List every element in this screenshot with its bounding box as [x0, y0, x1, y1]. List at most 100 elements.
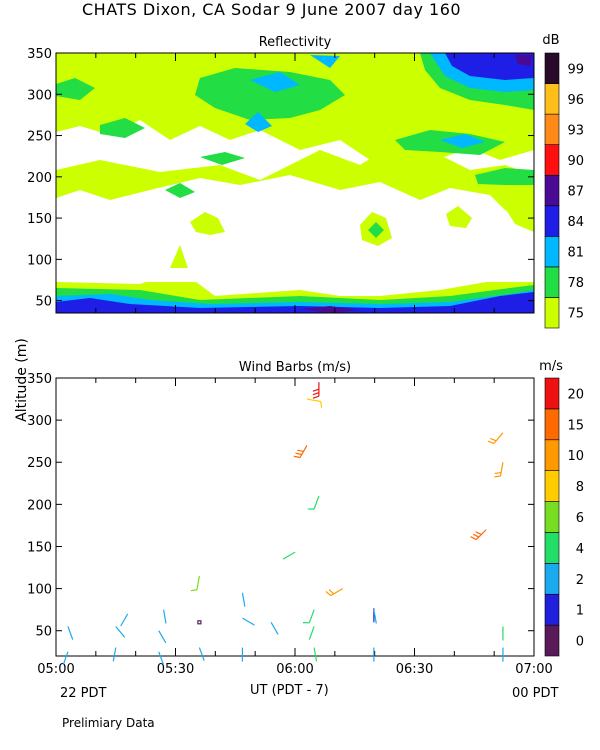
- wind-barb: [112, 647, 117, 662]
- wind-barb: [158, 651, 165, 666]
- wind-barb: [312, 382, 320, 399]
- refl-75-blob-c: [446, 206, 472, 228]
- wind-barb-feather: [490, 437, 497, 442]
- wind-barb: [313, 647, 318, 662]
- wind-barb: [487, 432, 504, 445]
- refl-81-b: [245, 112, 272, 132]
- wind-colorbar: m/s 0 1 2 4 6 8 10 15 20: [539, 359, 584, 657]
- colorbar-label: 96: [567, 93, 584, 108]
- x-left-sublabel: 22 PDT: [60, 686, 107, 701]
- wind-barb-staff: [373, 609, 377, 624]
- refl-87-a: [515, 55, 532, 66]
- colorbar-label: 81: [567, 246, 584, 261]
- refl-75-blob-d: [500, 196, 534, 232]
- xtick-label: 06:00: [276, 662, 313, 677]
- wind-barb-staff: [493, 432, 504, 444]
- colorbar-swatch: [544, 593, 560, 626]
- wind-barb-staff: [242, 617, 255, 626]
- ytick-label: 150: [27, 540, 52, 555]
- wind-barb-feather: [472, 533, 480, 538]
- colorbar-swatch: [544, 205, 560, 237]
- wind-barb: [494, 462, 504, 478]
- y-axis-label: Altitude (m): [13, 338, 30, 422]
- refl-75-mid: [56, 140, 534, 228]
- refl-75-blob-a: [190, 212, 225, 235]
- colorbar-label: 8: [576, 480, 584, 495]
- wind-barb-staff: [330, 588, 344, 597]
- wind-barb-staff: [241, 592, 246, 607]
- colorbar-label: 84: [567, 215, 584, 230]
- ytick-label: 250: [27, 130, 52, 145]
- wind-barb-feather: [494, 471, 502, 475]
- colorbar-swatch: [544, 236, 560, 268]
- ytick-label: 50: [35, 625, 52, 640]
- wind-colorbar-swatches: 0 1 2 4 6 8 10 15 20: [544, 377, 584, 657]
- ytick-label: 100: [27, 253, 52, 268]
- colorbar-label: 87: [567, 185, 584, 200]
- ytick-label: 250: [27, 456, 52, 471]
- xtick-label: 05:00: [37, 662, 74, 677]
- wind-barb-staff: [112, 647, 117, 662]
- wind-barb-staff: [313, 647, 318, 662]
- colorbar-label: 78: [567, 276, 584, 291]
- reflectivity-colorbar-swatches: 75 78 81 84 87 90 93 96 99: [544, 52, 584, 329]
- refl-75-spike: [170, 245, 188, 268]
- wind-barb-feather: [190, 589, 198, 592]
- colorbar-swatch: [544, 83, 560, 115]
- wind-barb: [308, 626, 315, 640]
- x-right-sublabel: 00 PDT: [512, 686, 559, 701]
- wind-barb: [198, 647, 205, 661]
- wind-xaxis: 05:00 05:30 06:00 06:30 07:00: [37, 378, 553, 677]
- wind-barb-feather: [328, 589, 335, 595]
- x-axis-label: UT (PDT - 7): [250, 683, 329, 698]
- refl-84-a: [445, 53, 534, 80]
- colorbar-label: 15: [567, 418, 584, 433]
- wind-barb-feather: [470, 536, 477, 541]
- wind-barb-staff: [313, 495, 320, 510]
- wind-barb-staff: [282, 551, 296, 560]
- colorbar-swatch: [544, 144, 560, 176]
- reflectivity-field: [56, 53, 534, 313]
- refl-78-e: [475, 168, 534, 185]
- refl-78-c: [100, 118, 145, 138]
- wind-barb: [325, 588, 344, 597]
- colorbar-swatch: [544, 297, 560, 329]
- reflectivity-title: Reflectivity: [259, 35, 332, 50]
- wind-barb-feather: [325, 590, 332, 597]
- colorbar-swatch: [544, 377, 560, 410]
- colorbar-label: 10: [567, 449, 584, 464]
- wind-barb-feather: [312, 388, 320, 392]
- wind-barb: [470, 529, 487, 541]
- wind-barbs: [62, 382, 504, 666]
- wind-barb: [242, 617, 255, 626]
- colorbar-label: 0: [576, 635, 584, 650]
- ytick-label: 300: [27, 414, 52, 429]
- ytick-label: 350: [27, 47, 52, 62]
- wind-barb: [306, 398, 323, 408]
- colorbar-label: 2: [576, 573, 584, 588]
- wind-barb-staff: [162, 609, 167, 624]
- ytick-label: 100: [27, 583, 52, 598]
- wind-barb-feather: [295, 452, 302, 456]
- wind-barb-feather: [293, 455, 301, 459]
- refl-81-e: [440, 134, 485, 148]
- refl-81-c: [310, 55, 340, 68]
- wind-barb-staff: [158, 630, 167, 644]
- wind-panel: Wind Barbs (m/s) 50 100 150 200 250 300 350 05…: [27, 360, 553, 677]
- wind-barb: [62, 651, 69, 666]
- colorbar-label: 6: [576, 511, 584, 526]
- wind-barb-staff: [308, 609, 315, 624]
- refl-78-g: [200, 152, 245, 165]
- footnote: Prelimiary Data: [62, 716, 155, 730]
- wind-barb-staff: [120, 613, 129, 627]
- xtick-label: 07:00: [515, 662, 552, 677]
- wind-barb: [241, 592, 246, 607]
- ytick-label: 150: [27, 212, 52, 227]
- wind-barb-feather: [494, 475, 501, 478]
- colorbar-swatch: [544, 439, 560, 471]
- wind-barb-feather: [312, 395, 320, 399]
- reflectivity-panel: Reflectivity: [27, 35, 535, 314]
- colorbar-label: 93: [567, 123, 584, 138]
- wind-barb: [197, 620, 202, 625]
